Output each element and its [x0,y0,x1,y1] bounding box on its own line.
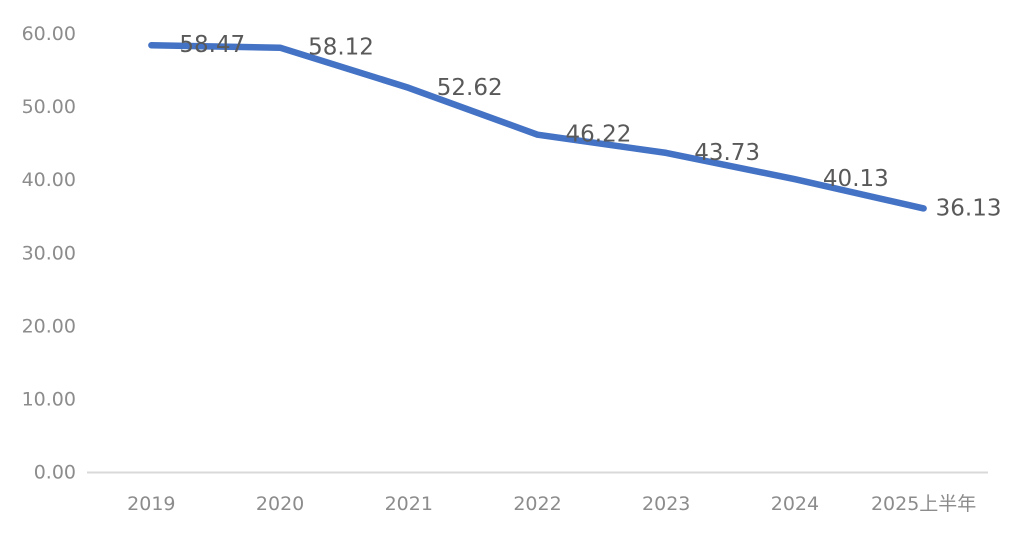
y-axis-tick-label: 40.00 [22,169,76,191]
data-point-label: 43.73 [694,140,760,166]
data-point-label: 58.47 [179,32,245,58]
x-axis-tick-label: 2022 [513,493,561,515]
x-axis-tick-label: 2023 [642,493,690,515]
data-point-label: 46.22 [566,122,632,148]
y-axis-tick-label: 50.00 [22,96,76,118]
data-point-label: 52.62 [437,75,503,101]
x-axis-tick-label: 2020 [256,493,304,515]
y-axis-tick-label: 30.00 [22,242,76,264]
y-axis-tick-label: 10.00 [22,388,76,410]
x-axis-tick-label: 2021 [385,493,433,515]
x-axis-tick-label: 2024 [771,493,819,515]
data-series-line [148,41,927,212]
data-point-label: 40.13 [823,166,889,192]
data-point-label: 36.13 [936,195,1002,221]
y-axis-tick-label: 20.00 [22,315,76,337]
x-axis-tick-label: 2019 [127,493,175,515]
y-axis-tick-label: 60.00 [22,23,76,45]
y-axis-tick-label: 0.00 [34,462,76,484]
x-axis-tick-label: 2025上半年 [871,493,976,515]
data-point-label: 58.12 [308,35,374,61]
